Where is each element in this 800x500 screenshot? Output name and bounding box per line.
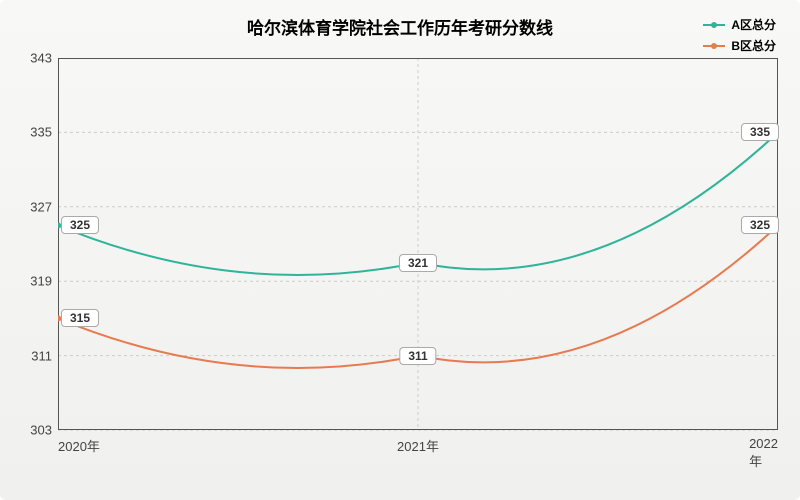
x-tick-label: 2022年 [749, 436, 778, 470]
legend-label-a: A区总分 [731, 16, 776, 33]
data-label: 325 [741, 216, 779, 234]
y-tick-label: 303 [18, 423, 52, 438]
data-label: 311 [399, 347, 436, 365]
legend-label-b: B区总分 [731, 37, 776, 54]
chart-title: 哈尔滨体育学院社会工作历年考研分数线 [0, 14, 800, 39]
legend-swatch-a [703, 24, 725, 26]
legend: A区总分 B区总分 [703, 16, 776, 58]
data-label: 321 [399, 254, 437, 272]
y-tick-label: 327 [18, 199, 52, 214]
y-tick-label: 335 [18, 125, 52, 140]
y-tick-label: 343 [18, 51, 52, 66]
legend-item-b: B区总分 [703, 37, 776, 54]
y-tick-label: 319 [18, 274, 52, 289]
legend-swatch-b [703, 45, 725, 47]
data-label: 315 [61, 309, 99, 327]
data-label: 335 [741, 123, 779, 141]
data-label: 325 [61, 216, 99, 234]
legend-item-a: A区总分 [703, 16, 776, 33]
chart-container: 哈尔滨体育学院社会工作历年考研分数线 A区总分 B区总分 303 311 319 32… [0, 0, 800, 500]
x-tick-label: 2020年 [58, 436, 100, 455]
x-tick-label: 2021年 [397, 436, 439, 455]
y-tick-label: 311 [18, 348, 52, 363]
